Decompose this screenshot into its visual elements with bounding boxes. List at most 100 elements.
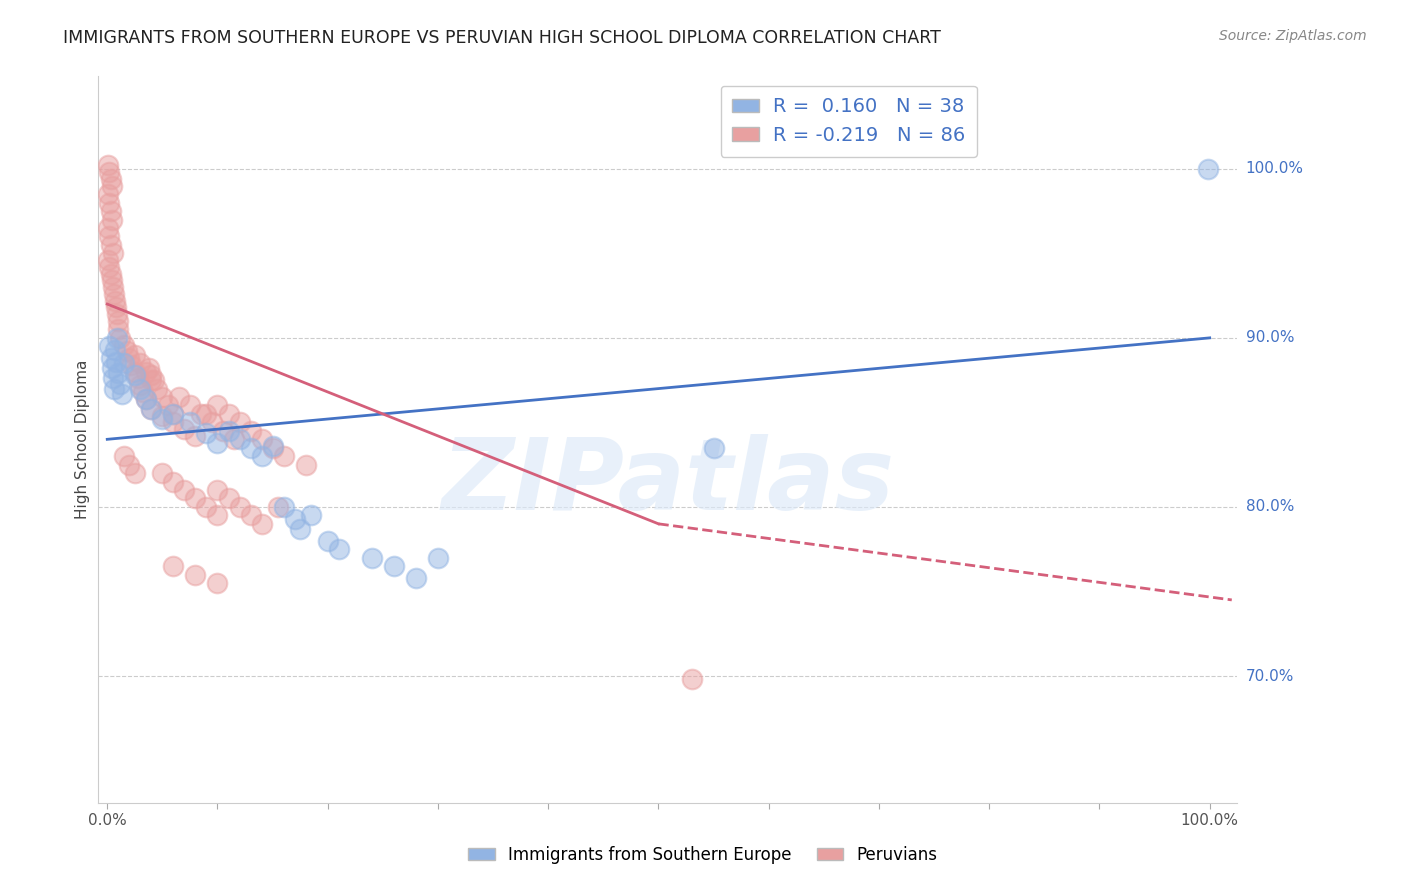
Point	[299, 508, 322, 523]
Point	[162, 475, 184, 489]
Point	[250, 433, 273, 447]
Text: 80.0%: 80.0%	[1246, 500, 1294, 515]
Point	[98, 165, 121, 179]
Point	[112, 337, 135, 351]
Point	[129, 378, 152, 392]
Legend: Immigrants from Southern Europe, Peruvians: Immigrants from Southern Europe, Peruvia…	[461, 839, 945, 871]
Point	[207, 483, 229, 497]
Point	[360, 550, 382, 565]
Point	[294, 458, 316, 472]
Text: 70.0%: 70.0%	[1246, 668, 1294, 683]
Point	[100, 273, 122, 287]
Point	[104, 343, 127, 357]
Point	[112, 356, 135, 370]
Point	[101, 280, 124, 294]
Point	[190, 407, 212, 421]
Text: IMMIGRANTS FROM SOUTHERN EUROPE VS PERUVIAN HIGH SCHOOL DIPLOMA CORRELATION CHAR: IMMIGRANTS FROM SOUTHERN EUROPE VS PERUV…	[63, 29, 941, 46]
Point	[131, 384, 153, 399]
Text: ZIPatlas: ZIPatlas	[441, 434, 894, 532]
Point	[250, 449, 273, 463]
Point	[207, 435, 229, 450]
Point	[150, 412, 173, 426]
Point	[124, 368, 146, 382]
Point	[162, 407, 184, 421]
Y-axis label: High School Diploma: High School Diploma	[75, 359, 90, 519]
Point	[239, 508, 262, 523]
Point	[103, 286, 125, 301]
Point	[146, 382, 169, 396]
Point	[1197, 161, 1219, 176]
Point	[184, 429, 207, 443]
Point	[101, 246, 124, 260]
Point	[135, 392, 157, 406]
Point	[150, 466, 173, 480]
Point	[110, 386, 132, 401]
Point	[218, 424, 240, 438]
Point	[98, 339, 121, 353]
Point	[273, 449, 295, 463]
Point	[162, 559, 184, 574]
Point	[273, 500, 295, 514]
Point	[115, 344, 138, 359]
Point	[135, 392, 157, 406]
Point	[141, 401, 163, 416]
Point	[141, 401, 163, 416]
Point	[228, 433, 250, 447]
Point	[173, 422, 195, 436]
Text: Source: ZipAtlas.com: Source: ZipAtlas.com	[1219, 29, 1367, 43]
Point	[105, 331, 128, 345]
Point	[129, 356, 152, 370]
Point	[100, 212, 122, 227]
Point	[118, 458, 141, 472]
Point	[107, 314, 129, 328]
Point	[228, 416, 250, 430]
Point	[100, 204, 122, 219]
Point	[104, 293, 127, 308]
Point	[121, 358, 143, 372]
Point	[218, 491, 240, 506]
Point	[97, 187, 120, 202]
Point	[405, 571, 427, 585]
Point	[267, 500, 290, 514]
Point	[101, 371, 124, 385]
Point	[179, 399, 201, 413]
Point	[100, 178, 122, 193]
Point	[184, 491, 207, 506]
Point	[142, 373, 165, 387]
Point	[207, 576, 229, 591]
Point	[262, 439, 284, 453]
Point	[207, 508, 229, 523]
Point	[98, 195, 121, 210]
Point	[107, 367, 129, 381]
Point	[184, 567, 207, 582]
Point	[207, 399, 229, 413]
Point	[250, 516, 273, 531]
Point	[98, 260, 121, 274]
Point	[427, 550, 450, 565]
Point	[262, 441, 284, 455]
Point	[100, 361, 122, 376]
Point	[703, 441, 725, 455]
Point	[112, 449, 135, 463]
Point	[195, 407, 218, 421]
Point	[156, 399, 179, 413]
Text: 90.0%: 90.0%	[1246, 330, 1294, 345]
Point	[124, 348, 146, 362]
Point	[173, 483, 195, 497]
Point	[162, 407, 184, 421]
Legend: R =  0.160   N = 38, R = -0.219   N = 86: R = 0.160 N = 38, R = -0.219 N = 86	[721, 86, 977, 157]
Point	[239, 424, 262, 438]
Point	[124, 466, 146, 480]
Point	[110, 331, 132, 345]
Point	[162, 416, 184, 430]
Point	[103, 382, 125, 396]
Point	[98, 229, 121, 244]
Point	[288, 522, 311, 536]
Text: 100.0%: 100.0%	[1246, 161, 1303, 177]
Point	[97, 158, 120, 172]
Point	[141, 373, 163, 387]
Point	[212, 424, 235, 438]
Point	[150, 390, 173, 404]
Point	[100, 172, 122, 186]
Point	[105, 301, 128, 315]
